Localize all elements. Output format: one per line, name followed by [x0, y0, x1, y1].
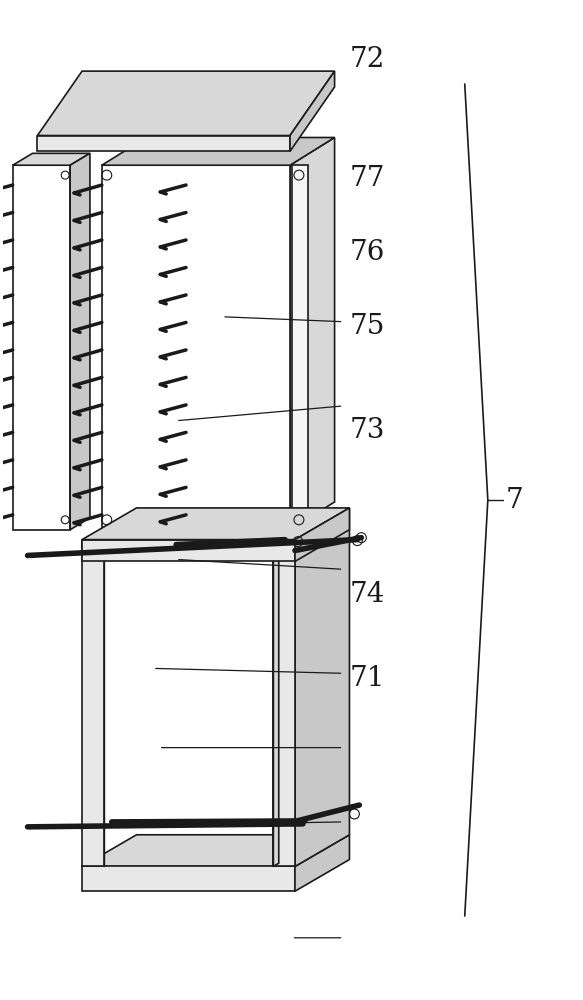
Text: 75: 75 [349, 313, 385, 340]
Polygon shape [82, 540, 295, 561]
Polygon shape [70, 153, 90, 530]
Polygon shape [290, 71, 335, 151]
Polygon shape [295, 835, 349, 891]
Text: 72: 72 [349, 46, 385, 73]
Polygon shape [13, 165, 70, 530]
Polygon shape [13, 153, 90, 165]
Polygon shape [292, 165, 308, 530]
Text: 74: 74 [349, 581, 385, 608]
Polygon shape [290, 137, 335, 530]
Polygon shape [102, 165, 290, 530]
Text: 73: 73 [349, 417, 385, 444]
Polygon shape [273, 536, 279, 866]
Polygon shape [37, 71, 335, 136]
Polygon shape [82, 866, 295, 891]
Polygon shape [273, 540, 295, 866]
Polygon shape [295, 508, 349, 866]
Text: 76: 76 [349, 239, 385, 266]
Polygon shape [37, 136, 290, 151]
Polygon shape [102, 137, 335, 165]
Polygon shape [295, 508, 349, 561]
Text: 71: 71 [349, 665, 385, 692]
Text: 7: 7 [505, 487, 523, 514]
Polygon shape [82, 508, 349, 540]
Text: 77: 77 [349, 165, 385, 192]
Polygon shape [82, 540, 104, 866]
Polygon shape [82, 835, 349, 866]
